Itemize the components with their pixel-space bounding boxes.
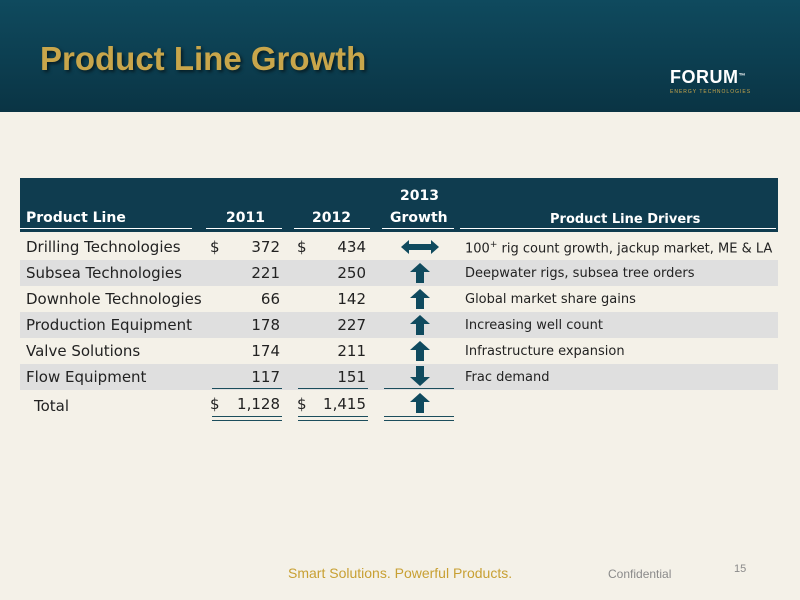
arrow-up-icon	[410, 315, 430, 335]
subtotal-underline	[212, 388, 282, 389]
product-name: Subsea Technologies	[26, 264, 182, 282]
header-underline	[294, 228, 370, 229]
table-row-subsea: Subsea Technologies 221 250 Deepwater ri…	[20, 260, 778, 286]
arrow-up-icon	[410, 263, 430, 283]
header-2013: 2013	[400, 188, 439, 204]
table-row-downhole: Downhole Technologies 66 142 Global mark…	[20, 286, 778, 312]
page-title: Product Line Growth	[40, 40, 367, 77]
header-underline	[206, 228, 282, 229]
currency-symbol: $	[297, 238, 307, 256]
table-row-production: Production Equipment 178 227 Increasing …	[20, 312, 778, 338]
page-number: 15	[734, 563, 747, 575]
slide-header	[0, 0, 800, 112]
logo-wordmark: FORUM™	[670, 67, 746, 87]
header-product-line: Product Line	[26, 210, 126, 226]
total-2012: 1,415	[323, 395, 366, 413]
table-header: Product Line 2011 2012 2013 Growth Produ…	[20, 178, 778, 232]
arrow-up-icon	[410, 289, 430, 309]
table-row-valve: Valve Solutions 174 211 Infrastructure e…	[20, 338, 778, 364]
growth-table: Product Line 2011 2012 2013 Growth Produ…	[20, 178, 778, 421]
product-name: Flow Equipment	[26, 368, 147, 386]
driver-text: Frac demand	[465, 370, 550, 385]
currency-symbol: $	[297, 395, 307, 413]
total-label: Total	[34, 397, 70, 415]
product-name: Downhole Technologies	[26, 290, 202, 308]
header-growth: Growth	[390, 210, 448, 226]
table-row-drilling: Drilling Technologies $ 372 $ 434 100+ r…	[20, 234, 778, 260]
product-name: Production Equipment	[26, 316, 192, 334]
header-2011: 2011	[226, 210, 265, 226]
arrow-down-icon	[410, 366, 430, 386]
value-2011: 221	[251, 264, 280, 282]
footer-confidential: Confidential	[608, 567, 672, 581]
footer-tagline: Smart Solutions. Powerful Products.	[288, 565, 513, 581]
driver-text: Global market share gains	[465, 292, 636, 307]
total-2011: 1,128	[237, 395, 280, 413]
table-row-total: Total $ 1,128 $ 1,415	[20, 390, 778, 421]
value-2012: 142	[337, 290, 366, 308]
table-row-flow: Flow Equipment 117 151 Frac demand	[20, 364, 778, 390]
driver-text: Infrastructure expansion	[465, 344, 625, 359]
logo-subtitle: ENERGY TECHNOLOGIES	[670, 89, 752, 95]
product-name: Valve Solutions	[26, 342, 141, 360]
arrow-up-icon	[410, 341, 430, 361]
driver-text: Deepwater rigs, subsea tree orders	[465, 266, 695, 281]
header-underline	[382, 228, 454, 229]
value-2012: 434	[337, 238, 366, 256]
value-2011: 66	[260, 290, 280, 308]
driver-text: 100+ rig count growth, jackup market, ME…	[465, 240, 773, 257]
product-name: Drilling Technologies	[26, 238, 181, 256]
total-double-underline	[384, 416, 454, 421]
subtotal-underline	[384, 388, 454, 389]
value-2011: 117	[251, 368, 280, 386]
value-2011: 174	[251, 342, 280, 360]
arrow-up-icon	[410, 393, 430, 413]
currency-symbol: $	[210, 395, 220, 413]
value-2012: 211	[337, 342, 366, 360]
value-2012: 151	[337, 368, 366, 386]
double-arrow-icon	[401, 240, 439, 254]
total-double-underline	[298, 416, 368, 421]
value-2011: 372	[251, 238, 280, 256]
header-underline	[20, 228, 192, 229]
header-2012: 2012	[312, 210, 351, 226]
value-2012: 250	[337, 264, 366, 282]
header-underline	[460, 228, 776, 229]
driver-text: Increasing well count	[465, 318, 603, 333]
value-2011: 178	[251, 316, 280, 334]
subtotal-underline	[298, 388, 368, 389]
value-2012: 227	[337, 316, 366, 334]
total-double-underline	[212, 416, 282, 421]
header-drivers: Product Line Drivers	[550, 212, 701, 227]
currency-symbol: $	[210, 238, 220, 256]
company-logo: FORUM™ ENERGY TECHNOLOGIES	[670, 68, 750, 96]
